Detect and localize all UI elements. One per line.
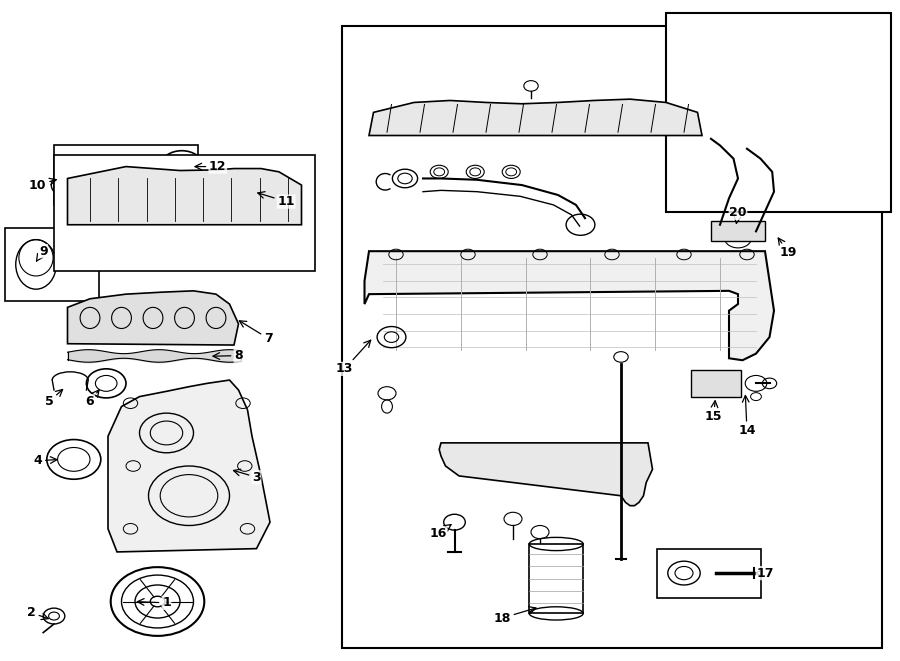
Text: 2: 2	[27, 606, 49, 619]
Bar	[4, 228, 99, 301]
Text: 12: 12	[195, 160, 227, 173]
Text: 15: 15	[705, 401, 723, 423]
Bar	[342, 26, 882, 648]
Polygon shape	[439, 443, 652, 506]
Text: 19: 19	[778, 238, 797, 259]
Text: 9: 9	[37, 245, 48, 261]
Polygon shape	[68, 291, 238, 345]
Text: 20: 20	[729, 206, 747, 223]
Bar	[657, 549, 760, 598]
Bar	[711, 221, 765, 241]
Text: 13: 13	[336, 340, 371, 375]
Bar	[54, 145, 198, 205]
Polygon shape	[108, 380, 270, 552]
Text: 16: 16	[429, 525, 451, 540]
Polygon shape	[369, 99, 702, 136]
Text: 14: 14	[738, 395, 756, 438]
Polygon shape	[68, 167, 302, 225]
Bar	[529, 544, 583, 613]
Text: 1: 1	[138, 596, 171, 609]
Bar	[666, 13, 891, 212]
Text: 10: 10	[29, 178, 57, 192]
Text: 6: 6	[86, 390, 99, 408]
Polygon shape	[364, 251, 774, 360]
Text: 3: 3	[233, 469, 261, 484]
Text: 11: 11	[257, 192, 295, 208]
Text: 7: 7	[239, 321, 273, 345]
Text: 18: 18	[493, 607, 536, 625]
Text: 5: 5	[45, 389, 63, 408]
Bar	[54, 155, 315, 271]
Text: 8: 8	[213, 349, 243, 362]
Text: 4: 4	[33, 454, 57, 467]
Text: 17: 17	[755, 566, 774, 580]
Bar	[691, 370, 741, 397]
